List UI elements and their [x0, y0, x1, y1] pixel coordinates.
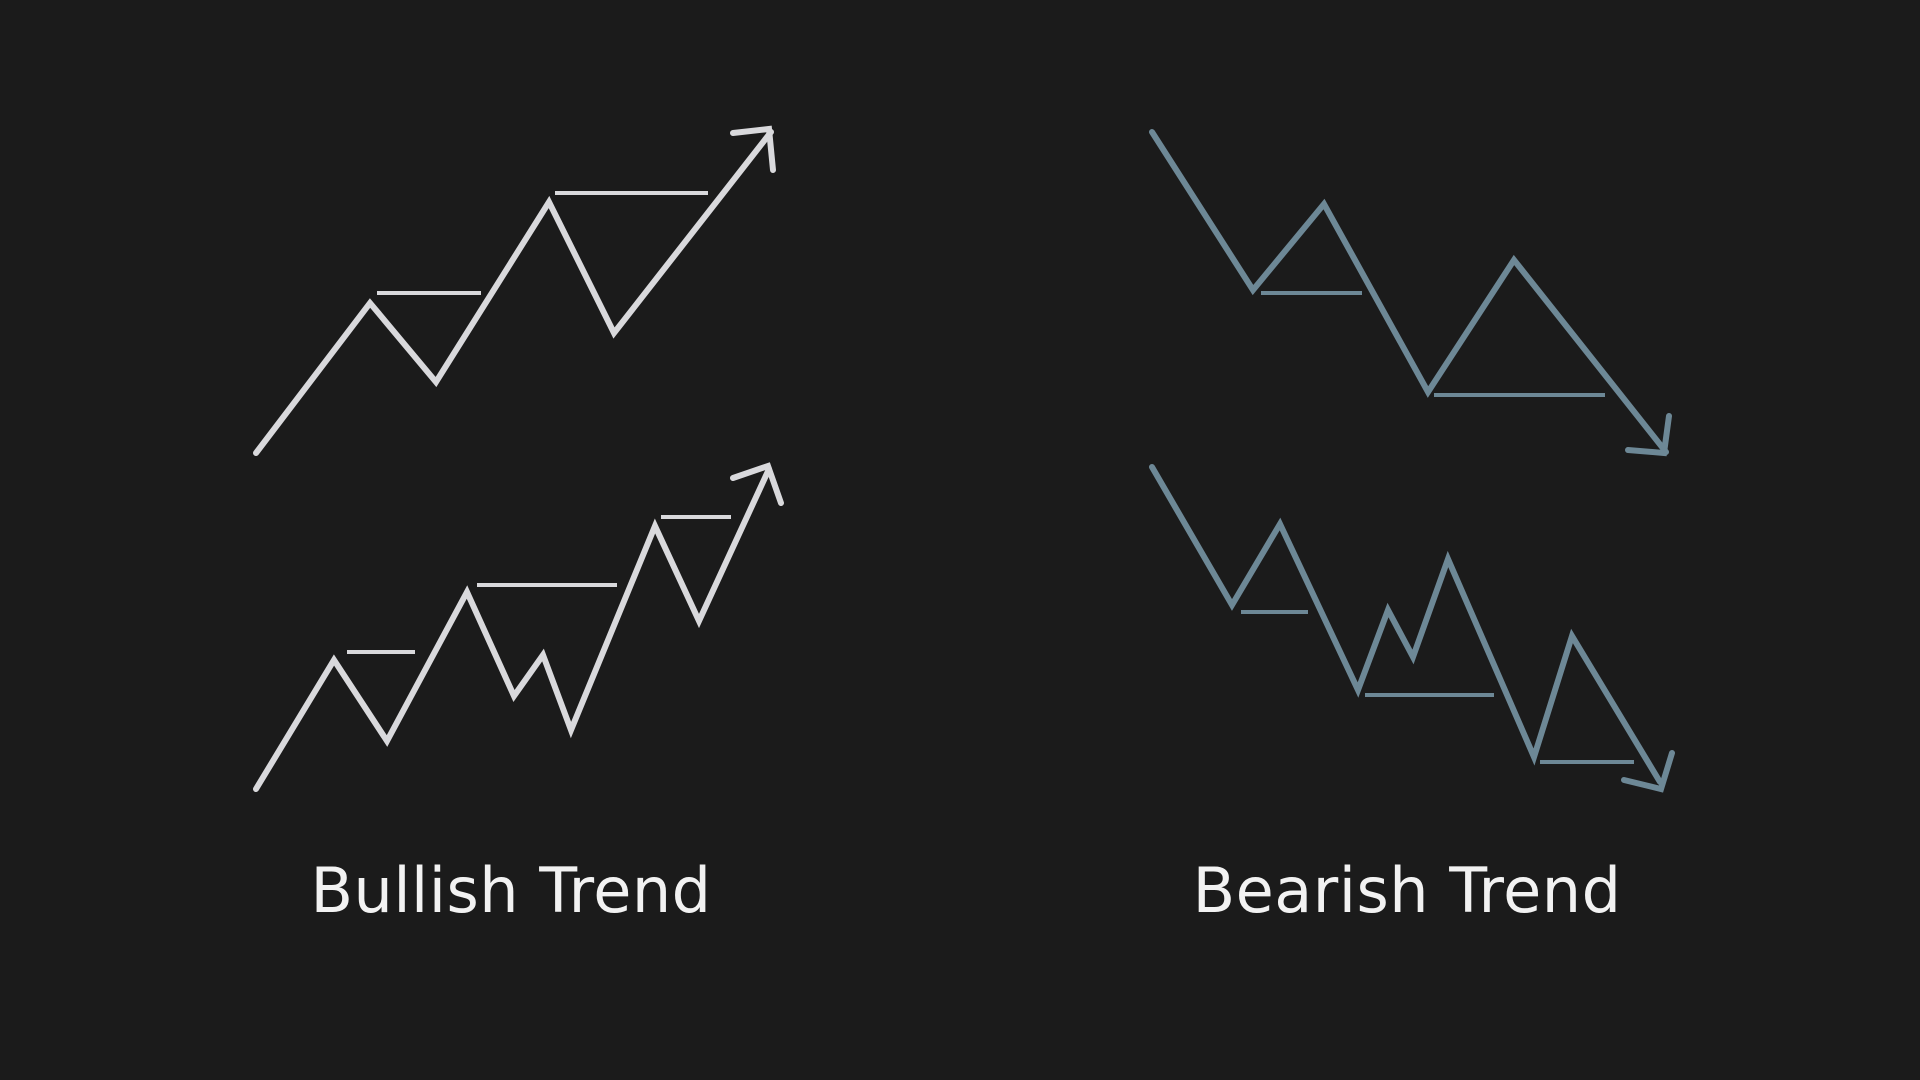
- bullish-upper-arrowhead: [730, 125, 776, 173]
- bearish-upper-pattern: [1149, 129, 1672, 457]
- bearish-lower-zigzag-line: [1149, 464, 1663, 785]
- bearish-upper-zigzag-line: [1149, 129, 1669, 455]
- bullish-upper-pattern: [253, 125, 776, 456]
- bullish-trend-label: Bullish Trend: [310, 854, 712, 927]
- bearish-lower-arrowhead: [1621, 750, 1675, 793]
- bullish-lower-pattern: [253, 462, 784, 792]
- bullish-lower-zigzag-line: [253, 466, 772, 792]
- bullish-upper-zigzag-line: [253, 129, 774, 456]
- bullish-lower-arrowhead: [730, 462, 784, 506]
- bearish-trend-label: Bearish Trend: [1192, 854, 1622, 927]
- bearish-lower-pattern: [1149, 464, 1675, 793]
- bearish-upper-arrowhead: [1625, 413, 1672, 457]
